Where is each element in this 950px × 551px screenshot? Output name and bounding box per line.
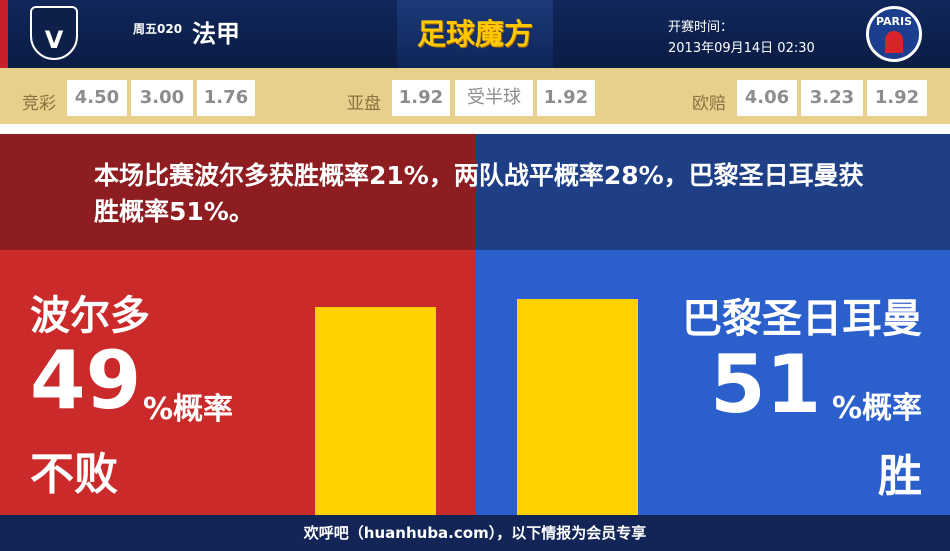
match-number: 周五020 — [133, 22, 183, 36]
odds-bar: 竞彩 4.50 3.00 1.76 亚盘 1.92 受半球 1.92 欧赔 4.… — [0, 68, 950, 124]
away-outcome: 胜 — [878, 451, 922, 502]
away-percent-unit: %概率 — [831, 391, 922, 426]
psg-logo: PARIS — [866, 6, 922, 62]
jc-odds-away: 1.76 — [197, 80, 255, 116]
bordeaux-logo: V — [30, 6, 78, 60]
home-probability-bar — [315, 307, 436, 515]
home-percent: 49 — [30, 334, 142, 427]
brand-logo: 足球魔方 — [397, 0, 553, 68]
accent-stripe — [0, 0, 8, 68]
eu-label: 欧赔 — [692, 94, 726, 114]
league-name: 法甲 — [192, 20, 240, 48]
kickoff-time: 2013年09月14日 02:30 — [668, 41, 815, 56]
jc-label: 竞彩 — [22, 94, 56, 114]
ya-odds-home: 1.92 — [392, 80, 450, 116]
ya-odds-away: 1.92 — [537, 80, 595, 116]
home-outcome: 不败 — [30, 449, 118, 500]
eu-odds-away: 1.92 — [867, 80, 927, 116]
home-team-name: 波尔多 — [30, 293, 150, 339]
away-percent: 51 — [710, 338, 822, 431]
eu-odds-home: 4.06 — [737, 80, 797, 116]
header: V 周五020 法甲 足球魔方 开赛时间： 2013年09月14日 02:30 … — [0, 0, 950, 68]
ya-label: 亚盘 — [347, 94, 381, 114]
jc-odds-draw: 3.00 — [131, 80, 193, 116]
member-footer[interactable]: 欢呼吧（huanhuba.com），以下情报为会员专享 — [0, 515, 950, 551]
kickoff-label: 开赛时间： — [668, 20, 734, 35]
away-probability-bar — [517, 299, 638, 515]
away-team-name: 巴黎圣日耳曼 — [682, 296, 922, 342]
probability-summary: 本场比赛波尔多获胜概率21%，两队战平概率28%，巴黎圣日耳曼获胜概率51%。 — [94, 161, 864, 226]
home-percent-unit: %概率 — [143, 392, 234, 427]
jc-odds-home: 4.50 — [67, 80, 127, 116]
ya-handicap: 受半球 — [455, 80, 533, 116]
summary-bg-home — [0, 134, 476, 250]
eu-odds-draw: 3.23 — [801, 80, 863, 116]
summary-bg-away — [476, 134, 950, 250]
